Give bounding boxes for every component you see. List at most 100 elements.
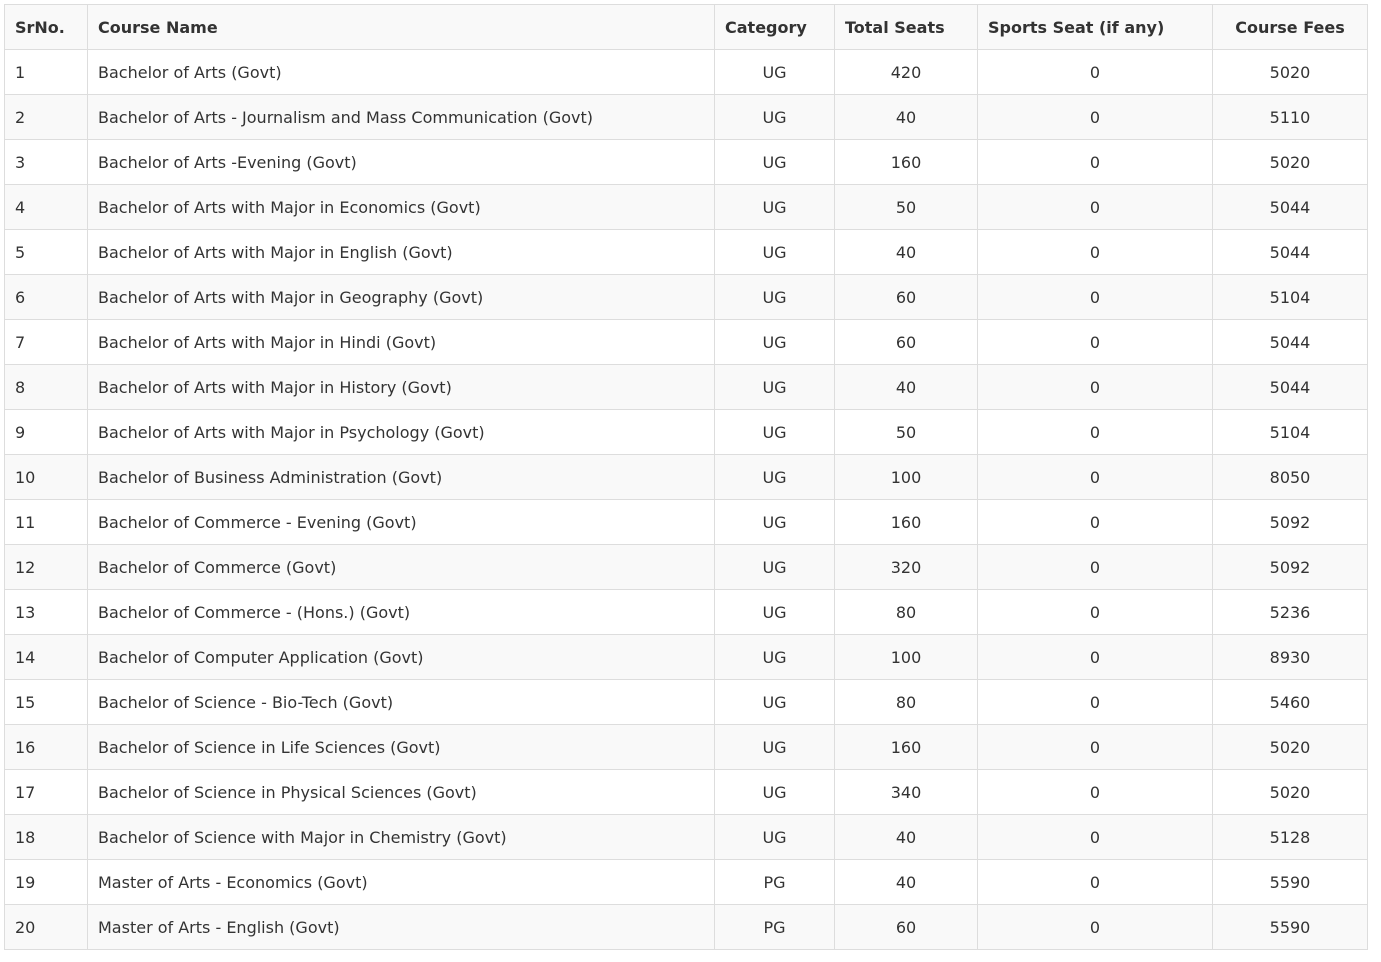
table-row: 3 Bachelor of Arts -Evening (Govt) UG 160 0 5…: [4, 139, 1368, 185]
cell-srno: 16: [4, 724, 88, 770]
cell-srno: 6: [4, 274, 88, 320]
table-row: 16 Bachelor of Science in Life Sciences (…: [4, 724, 1368, 770]
header-category: Category: [714, 4, 835, 50]
cell-course-fees: 5044: [1212, 364, 1368, 410]
cell-course-name: Bachelor of Computer Application (Govt): [87, 634, 715, 680]
cell-category: UG: [714, 769, 835, 815]
cell-sports-seat: 0: [977, 859, 1213, 905]
cell-course-fees: 5020: [1212, 724, 1368, 770]
cell-sports-seat: 0: [977, 589, 1213, 635]
cell-srno: 17: [4, 769, 88, 815]
cell-sports-seat: 0: [977, 409, 1213, 455]
cell-srno: 2: [4, 94, 88, 140]
table-row: 19 Master of Arts - Economics (Govt) PG 40 0…: [4, 859, 1368, 905]
cell-srno: 15: [4, 679, 88, 725]
header-sports-seat: Sports Seat (if any): [977, 4, 1213, 50]
cell-category: PG: [714, 904, 835, 950]
table-row: 7 Bachelor of Arts with Major in Hindi (G…: [4, 319, 1368, 365]
table-row: 17 Bachelor of Science in Physical Scienc…: [4, 769, 1368, 815]
cell-sports-seat: 0: [977, 274, 1213, 320]
table-row: 1 Bachelor of Arts (Govt) UG 420 0 5020: [4, 49, 1368, 95]
table-row: 2 Bachelor of Arts - Journalism and Mass …: [4, 94, 1368, 140]
header-course-fees: Course Fees: [1212, 4, 1368, 50]
cell-course-fees: 5092: [1212, 544, 1368, 590]
cell-total-seats: 50: [834, 409, 978, 455]
cell-category: UG: [714, 454, 835, 500]
cell-category: UG: [714, 409, 835, 455]
cell-category: UG: [714, 679, 835, 725]
table-row: 8 Bachelor of Arts with Major in History …: [4, 364, 1368, 410]
cell-sports-seat: 0: [977, 904, 1213, 950]
cell-course-name: Bachelor of Science with Major in Chemis…: [87, 814, 715, 860]
cell-course-name: Bachelor of Commerce - Evening (Govt): [87, 499, 715, 545]
cell-total-seats: 40: [834, 859, 978, 905]
cell-sports-seat: 0: [977, 724, 1213, 770]
cell-course-name: Bachelor of Science in Physical Sciences…: [87, 769, 715, 815]
cell-course-name: Bachelor of Arts with Major in Economics…: [87, 184, 715, 230]
cell-course-fees: 5460: [1212, 679, 1368, 725]
cell-course-fees: 5104: [1212, 274, 1368, 320]
cell-course-name: Bachelor of Commerce (Govt): [87, 544, 715, 590]
cell-course-name: Bachelor of Arts with Major in English (…: [87, 229, 715, 275]
cell-sports-seat: 0: [977, 364, 1213, 410]
cell-total-seats: 100: [834, 454, 978, 500]
cell-sports-seat: 0: [977, 229, 1213, 275]
cell-total-seats: 340: [834, 769, 978, 815]
cell-total-seats: 80: [834, 589, 978, 635]
cell-course-name: Bachelor of Commerce - (Hons.) (Govt): [87, 589, 715, 635]
header-course-name: Course Name: [87, 4, 715, 50]
header-total-seats: Total Seats: [834, 4, 978, 50]
cell-course-fees: 5020: [1212, 49, 1368, 95]
cell-total-seats: 40: [834, 814, 978, 860]
table-row: 14 Bachelor of Computer Application (Govt…: [4, 634, 1368, 680]
cell-course-fees: 5044: [1212, 184, 1368, 230]
cell-course-name: Bachelor of Arts (Govt): [87, 49, 715, 95]
cell-srno: 4: [4, 184, 88, 230]
cell-total-seats: 160: [834, 499, 978, 545]
cell-course-fees: 5020: [1212, 769, 1368, 815]
cell-category: PG: [714, 859, 835, 905]
cell-category: UG: [714, 229, 835, 275]
cell-total-seats: 320: [834, 544, 978, 590]
cell-total-seats: 60: [834, 274, 978, 320]
cell-sports-seat: 0: [977, 679, 1213, 725]
header-srno: SrNo.: [4, 4, 88, 50]
cell-category: UG: [714, 814, 835, 860]
cell-course-fees: 5110: [1212, 94, 1368, 140]
cell-srno: 1: [4, 49, 88, 95]
cell-srno: 18: [4, 814, 88, 860]
cell-course-name: Bachelor of Arts -Evening (Govt): [87, 139, 715, 185]
cell-sports-seat: 0: [977, 499, 1213, 545]
cell-srno: 12: [4, 544, 88, 590]
cell-sports-seat: 0: [977, 544, 1213, 590]
cell-srno: 3: [4, 139, 88, 185]
cell-course-fees: 5092: [1212, 499, 1368, 545]
cell-course-name: Bachelor of Arts with Major in Psycholog…: [87, 409, 715, 455]
cell-course-name: Bachelor of Arts with Major in Geography…: [87, 274, 715, 320]
cell-category: UG: [714, 364, 835, 410]
cell-sports-seat: 0: [977, 139, 1213, 185]
cell-total-seats: 80: [834, 679, 978, 725]
cell-course-fees: 8050: [1212, 454, 1368, 500]
cell-category: UG: [714, 589, 835, 635]
cell-course-fees: 5590: [1212, 904, 1368, 950]
cell-course-name: Bachelor of Arts with Major in Hindi (Go…: [87, 319, 715, 365]
cell-course-fees: 5590: [1212, 859, 1368, 905]
cell-course-fees: 5044: [1212, 319, 1368, 365]
cell-course-name: Master of Arts - English (Govt): [87, 904, 715, 950]
cell-course-name: Bachelor of Science - Bio-Tech (Govt): [87, 679, 715, 725]
cell-total-seats: 60: [834, 904, 978, 950]
cell-total-seats: 160: [834, 139, 978, 185]
cell-total-seats: 50: [834, 184, 978, 230]
cell-total-seats: 100: [834, 634, 978, 680]
cell-total-seats: 420: [834, 49, 978, 95]
table-row: 5 Bachelor of Arts with Major in English …: [4, 229, 1368, 275]
table-row: 13 Bachelor of Commerce - (Hons.) (Govt) U…: [4, 589, 1368, 635]
cell-course-fees: 8930: [1212, 634, 1368, 680]
cell-course-fees: 5236: [1212, 589, 1368, 635]
cell-srno: 7: [4, 319, 88, 365]
cell-category: UG: [714, 724, 835, 770]
table-row: 11 Bachelor of Commerce - Evening (Govt) U…: [4, 499, 1368, 545]
cell-total-seats: 60: [834, 319, 978, 365]
cell-sports-seat: 0: [977, 184, 1213, 230]
